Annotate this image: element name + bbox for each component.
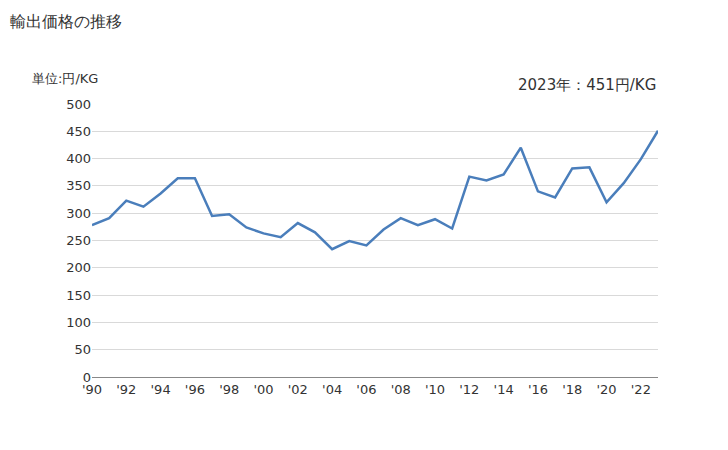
svg-text:'08: '08 (391, 382, 411, 397)
svg-text:150: 150 (66, 288, 91, 303)
svg-text:450: 450 (66, 124, 91, 139)
svg-text:輸出価格の推移: 輸出価格の推移 (10, 12, 122, 31)
svg-text:500: 500 (66, 97, 91, 112)
svg-text:50: 50 (74, 342, 91, 357)
svg-text:'90: '90 (82, 382, 102, 397)
svg-text:300: 300 (66, 206, 91, 221)
svg-text:200: 200 (66, 260, 91, 275)
svg-text:'98: '98 (219, 382, 239, 397)
svg-text:'14: '14 (494, 382, 514, 397)
svg-text:'02: '02 (288, 382, 308, 397)
svg-text:'04: '04 (322, 382, 342, 397)
svg-text:'12: '12 (459, 382, 479, 397)
svg-text:0: 0 (83, 370, 91, 385)
svg-text:'00: '00 (253, 382, 273, 397)
svg-text:350: 350 (66, 178, 91, 193)
svg-text:'22: '22 (631, 382, 651, 397)
svg-text:'06: '06 (356, 382, 376, 397)
svg-text:2023年：451円/KG: 2023年：451円/KG (518, 76, 656, 94)
svg-text:'94: '94 (151, 382, 171, 397)
svg-text:'96: '96 (185, 382, 205, 397)
svg-text:400: 400 (66, 151, 91, 166)
svg-text:'18: '18 (562, 382, 582, 397)
svg-text:'10: '10 (425, 382, 445, 397)
svg-text:100: 100 (66, 315, 91, 330)
svg-text:'20: '20 (596, 382, 616, 397)
svg-text:'16: '16 (528, 382, 548, 397)
svg-text:'92: '92 (116, 382, 136, 397)
svg-text:単位:円/KG: 単位:円/KG (32, 71, 98, 86)
svg-text:250: 250 (66, 233, 91, 248)
